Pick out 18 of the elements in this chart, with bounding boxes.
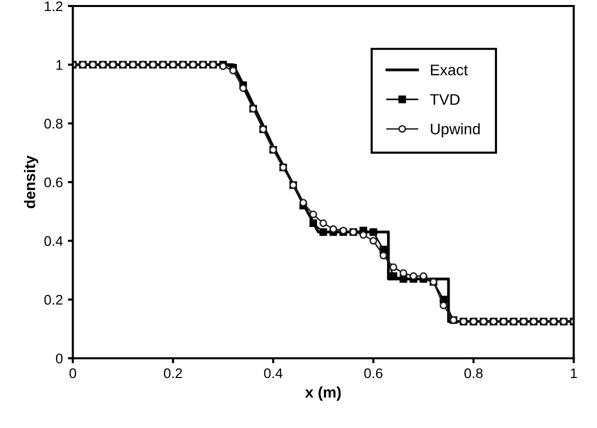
legend-label: Upwind <box>430 123 480 138</box>
y-tick-label: 0.6 <box>44 177 63 188</box>
y-axis-title: density <box>24 155 38 208</box>
y-tick-label: 0.2 <box>44 294 62 305</box>
y-tick-label: 1.2 <box>44 1 62 12</box>
x-tick-label: 0.8 <box>464 368 483 378</box>
x-tick-label: 0.2 <box>164 368 182 378</box>
x-axis-title: x (m) <box>305 386 341 401</box>
x-tick-label: 0.4 <box>264 368 282 378</box>
y-tick-label: 1 <box>56 60 62 70</box>
x-tick-label: 0 <box>70 368 76 378</box>
y-tick-label: 0.8 <box>44 118 63 129</box>
legend-label: TVD <box>430 94 460 105</box>
x-tick-label: 0.6 <box>364 368 382 378</box>
y-tick-label: 0 <box>56 354 63 364</box>
y-tick-label: 0.4 <box>44 236 63 246</box>
legend-label: Exact <box>430 64 468 76</box>
x-tick-label: 1 <box>570 368 577 378</box>
